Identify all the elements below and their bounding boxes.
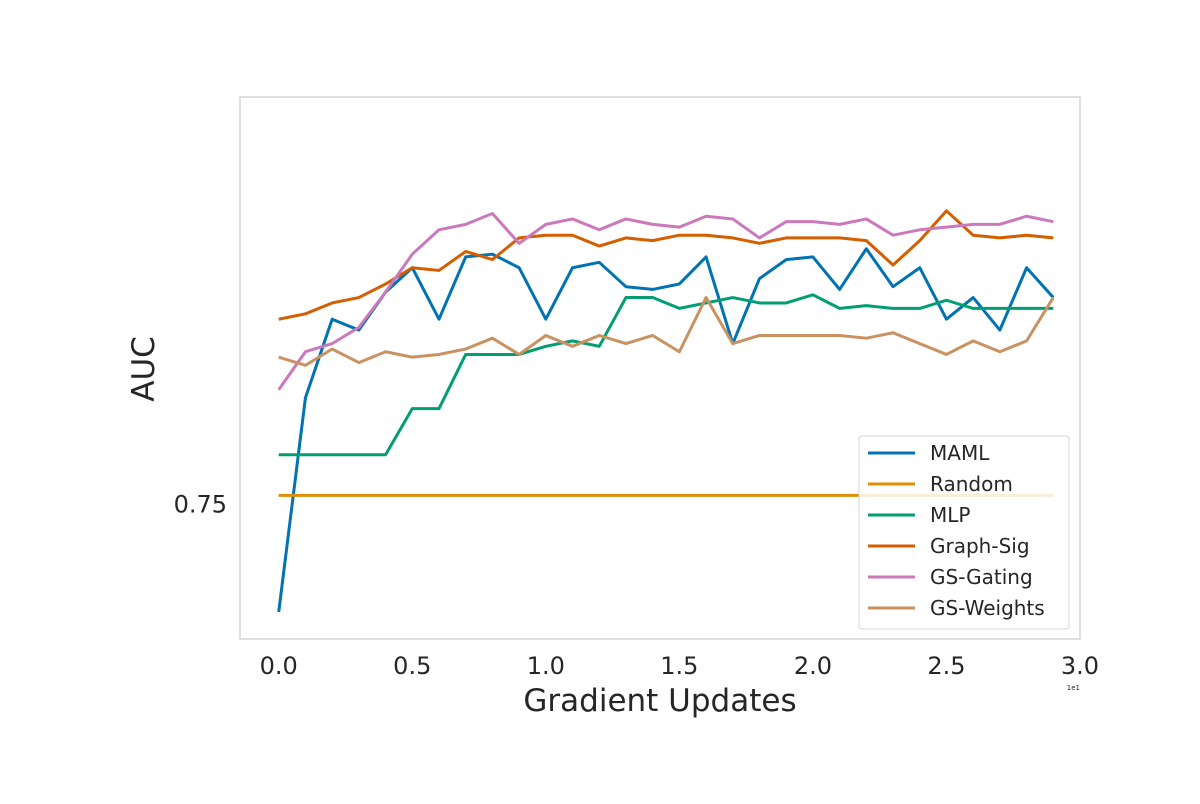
y-tick-label: 0.75: [174, 491, 227, 519]
y-tick-labels: 0.75: [174, 491, 227, 519]
legend-label: MLP: [930, 503, 970, 527]
legend-label: Graph-Sig: [930, 534, 1030, 558]
series-line-gs-weights: [278, 296, 1055, 367]
x-offset-label: 1e1: [1067, 684, 1080, 692]
legend-items: MAML Random MLP Graph-Sig GS-Gating GS-Weight…: [868, 441, 1045, 620]
legend-label: MAML: [930, 441, 990, 465]
legend-label: Random: [930, 472, 1013, 496]
series-layer: [277, 209, 1055, 613]
x-tick-label: 1.5: [660, 652, 698, 680]
legend-item-gs-weights: GS-Weights: [868, 596, 1045, 620]
legend-item-mlp: MLP: [868, 503, 970, 527]
x-axis-label: Gradient Updates: [523, 683, 796, 719]
legend-item-graph-sig: Graph-Sig: [868, 534, 1030, 558]
x-tick-label: 1.0: [527, 652, 565, 680]
legend: MAML Random MLP Graph-Sig GS-Gating GS-Weight…: [858, 435, 1070, 630]
x-tick-label: 2.0: [794, 652, 832, 680]
x-tick-labels: 0.0 0.5 1.0 1.5 2.0 2.5 3.0: [260, 652, 1099, 680]
series-line-graph-sig: [278, 209, 1054, 321]
legend-label: GS-Gating: [930, 565, 1033, 589]
series-line-mlp: [278, 293, 1054, 457]
x-tick-label: 3.0: [1061, 652, 1099, 680]
legend-item-gs-gating: GS-Gating: [868, 565, 1033, 589]
legend-label: GS-Weights: [930, 596, 1045, 620]
x-tick-label: 2.5: [927, 652, 965, 680]
x-tick-label: 0.0: [260, 652, 298, 680]
y-axis-label: AUC: [126, 336, 162, 402]
series-line-gs-gating: [277, 212, 1054, 391]
legend-item-maml: MAML: [868, 441, 990, 465]
x-tick-label: 0.5: [393, 652, 431, 680]
legend-item-random: Random: [868, 472, 1013, 496]
